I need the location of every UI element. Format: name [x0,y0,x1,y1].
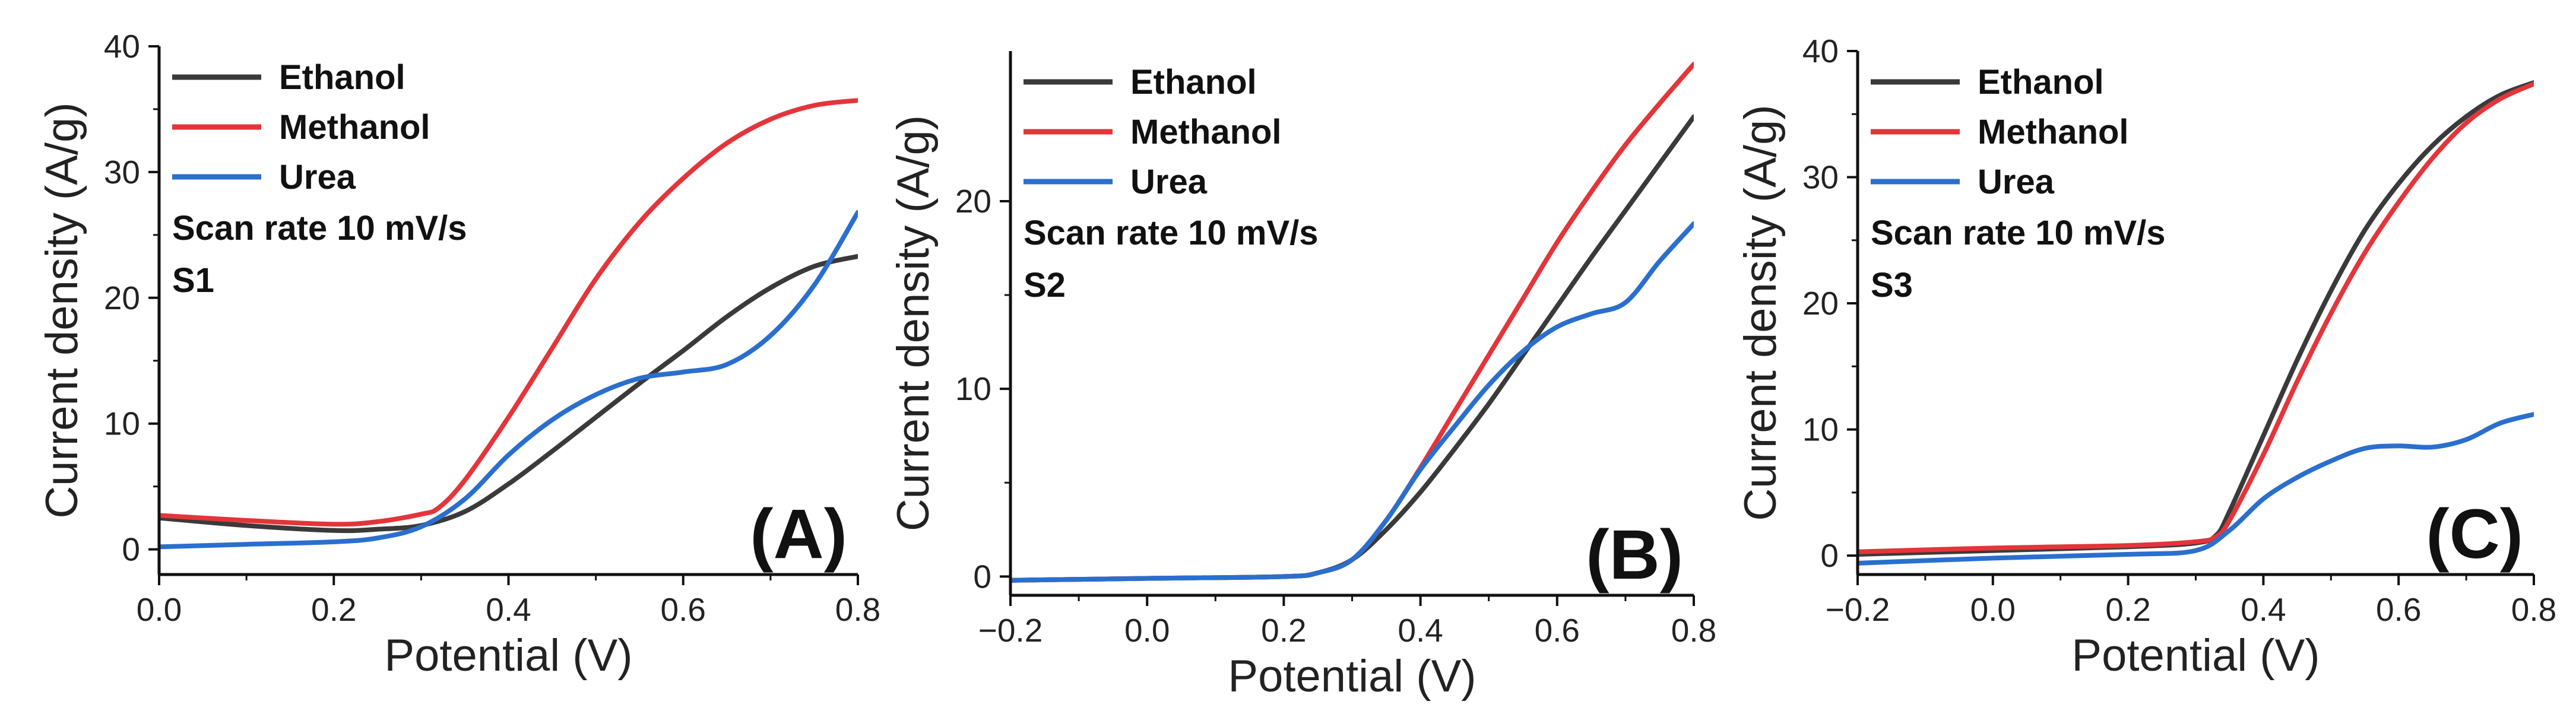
panel-label: (C) [2426,495,2523,573]
x-tick-label: 0.8 [1671,612,1716,649]
series-line-urea [1858,412,2534,566]
x-tick-label: 0.4 [1398,612,1443,649]
chart-panel-1: 0.0 0.2 0.4 0.6 0.8 0 10 20 30 40 Potential (V) Cur… [37,28,880,681]
x-tick-label: 0.8 [835,591,880,628]
y-axis-title: Current density (A/g) [37,102,87,518]
y-tick-label: 20 [104,280,140,316]
y-tick-label: 0 [973,558,991,595]
x-tick-label: 0.8 [2511,591,2556,628]
x-tick-label: 0.4 [486,591,531,628]
legend-label-methanol: Methanol [279,108,430,147]
scan-rate-note: Scan rate 10 mV/s [1024,214,1319,252]
legend: Ethanol Methanol Urea [1871,63,2129,201]
legend-label-urea: Urea [1978,163,2055,201]
series-line-urea [1010,221,1694,583]
y-tick-label: 0 [122,531,140,568]
series-line-urea [159,210,858,550]
legend: Ethanol Methanol Urea [172,58,430,196]
y-tick-label: 10 [1802,411,1839,448]
x-tick-label: 0.2 [1261,612,1306,649]
sample-label: S2 [1024,266,1066,304]
y-axis-title: Current density (A/g) [1735,104,1786,521]
y-tick-label: 40 [104,28,140,65]
y-tick-label: 20 [1802,285,1839,322]
x-tick-label: 0.0 [137,591,182,628]
scan-rate-note: Scan rate 10 mV/s [1871,214,2166,252]
x-tick-label: 0.2 [2105,591,2150,628]
x-axis-title: Potential (V) [384,630,632,681]
x-tick-label: 0.2 [311,591,356,628]
chart-panel-2: −0.2 0.0 0.2 0.4 0.6 0.8 0 10 20 Potential (V) Cur… [888,51,1716,702]
series-line-methanol [1010,62,1694,583]
legend-label-urea: Urea [279,158,356,196]
y-axis-title: Current density (A/g) [888,115,939,531]
legend: Ethanol Methanol Urea [1024,63,1282,201]
x-axis-title: Potential (V) [2071,630,2320,681]
legend-label-methanol: Methanol [1130,113,1282,151]
x-tick-label: 0.0 [1970,591,2016,628]
y-tick-label: 10 [955,370,991,407]
y-tick-label: 30 [1802,159,1839,196]
x-tick-label: 0.0 [1124,612,1170,649]
series-line-ethanol [1010,114,1694,583]
series-line-ethanol [1858,80,2534,557]
x-tick-label: 0.6 [2376,591,2421,628]
y-tick-label: 20 [955,183,991,220]
y-tick-label: 10 [104,405,140,442]
series-line-ethanol [159,253,858,534]
legend-label-urea: Urea [1130,163,1208,201]
x-tick-label: 0.4 [2241,591,2286,628]
x-tick-label: −0.2 [978,612,1043,649]
x-tick-label: 0.6 [661,591,706,628]
legend-label-ethanol: Ethanol [1130,63,1257,101]
x-tick-label: −0.2 [1826,591,1890,628]
series-line-methanol [159,98,858,527]
y-tick-label: 40 [1802,33,1839,69]
scan-rate-note: Scan rate 10 mV/s [172,209,467,247]
legend-label-methanol: Methanol [1978,113,2129,151]
legend-label-ethanol: Ethanol [279,58,405,97]
sample-label: S3 [1871,266,1913,304]
x-axis-title: Potential (V) [1228,651,1476,702]
sample-label: S1 [172,261,214,300]
legend-label-ethanol: Ethanol [1978,63,2104,101]
series-line-methanol [1858,81,2534,554]
y-tick-label: 30 [104,154,140,191]
chart-panel-3: −0.2 0.0 0.2 0.4 0.6 0.8 0 10 20 30 40 Potential (V… [1735,33,2556,681]
panel-label: (B) [1586,516,1683,594]
y-tick-label: 0 [1820,537,1839,574]
panel-label: (A) [750,495,847,573]
x-tick-label: 0.6 [1535,612,1580,649]
